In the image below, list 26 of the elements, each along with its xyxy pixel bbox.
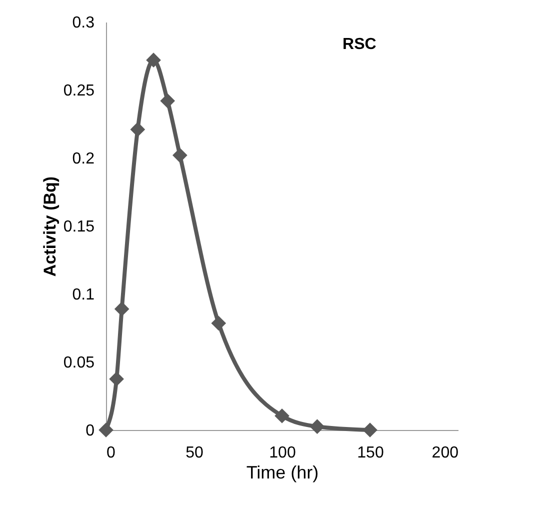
y-axis-title: Activity (Bq) [40, 176, 60, 277]
point [109, 372, 124, 386]
x-tick-label: 200 [432, 444, 459, 462]
x-axis-title: Time (hr) [246, 462, 319, 482]
x-tick-label: 100 [269, 444, 296, 462]
point [98, 422, 114, 438]
point [114, 302, 130, 316]
x-tick-label: 150 [357, 444, 384, 462]
point [310, 419, 325, 434]
y-tick-label: 0.1 [72, 286, 95, 304]
y-tick-label: 0.2 [72, 150, 95, 168]
y-tick-label: 0.25 [63, 82, 95, 100]
point [362, 422, 378, 438]
point [160, 93, 176, 108]
x-tick-label: 0 [106, 444, 116, 462]
point [274, 408, 290, 424]
x-tick-label: 50 [186, 444, 204, 462]
y-tick-label: 0.05 [63, 354, 95, 372]
point [172, 148, 188, 163]
y-tick-label: 0.3 [72, 14, 95, 32]
point [130, 122, 146, 137]
text: RSC [342, 36, 377, 53]
point [146, 52, 161, 68]
y-tick-label: 0.15 [63, 218, 95, 236]
point [211, 316, 226, 331]
y-tick-label: 0 [86, 422, 95, 440]
